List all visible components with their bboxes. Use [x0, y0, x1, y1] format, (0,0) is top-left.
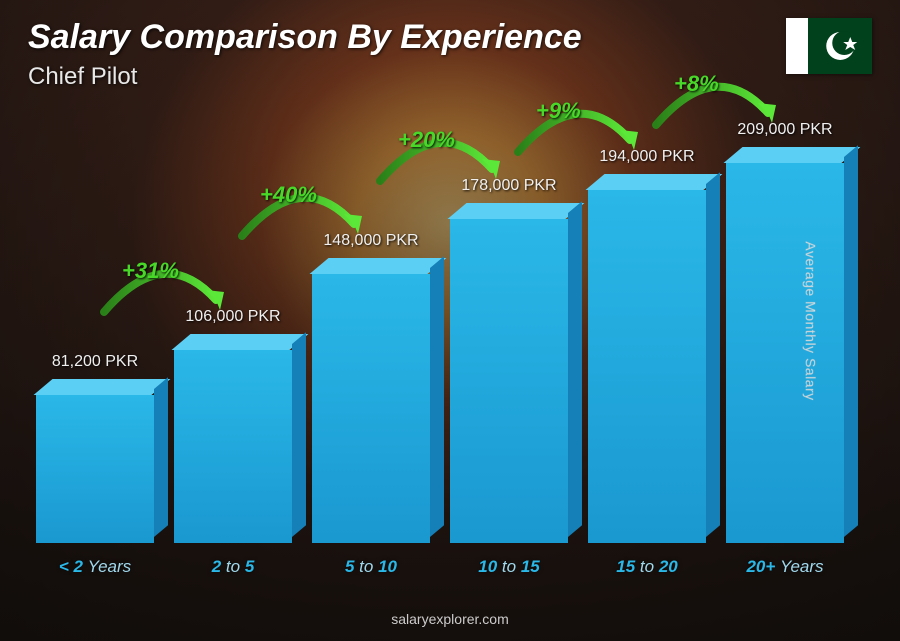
category-label: < 2 Years [59, 557, 131, 577]
bar-top-face [447, 203, 584, 219]
category-label: 5 to 10 [345, 557, 397, 577]
bar-top-face [585, 174, 722, 190]
bar-front-face [36, 395, 154, 543]
bar-top-face [723, 147, 860, 163]
category-label: 10 to 15 [478, 557, 540, 577]
bar-value-label: 106,000 PKR [185, 308, 280, 326]
bar-column: +31%106,000 PKR2 to 5 [174, 308, 292, 577]
footer-attribution: salaryexplorer.com [0, 611, 900, 627]
category-label: 2 to 5 [212, 557, 255, 577]
bar-side-face [154, 377, 168, 537]
flag-white-stripe [786, 18, 808, 74]
bar-column: +8%209,000 PKR20+ Years [726, 121, 844, 577]
bar-column: +20%178,000 PKR10 to 15 [450, 177, 568, 577]
bar-side-face [844, 145, 858, 537]
bar [312, 258, 430, 543]
bar-column: +9%194,000 PKR15 to 20 [588, 148, 706, 577]
bar-chart: 81,200 PKR < 2 Years +31% 106,000 PKR 2 to … [36, 120, 844, 577]
bar-side-face [292, 332, 306, 537]
percent-increase-label: +31% [122, 258, 179, 284]
chart-subtitle: Chief Pilot [28, 63, 872, 91]
bar-front-face [312, 274, 430, 543]
chart-title: Salary Comparison By Experience [28, 18, 872, 57]
bar-side-face [568, 201, 582, 537]
bar-value-label: 209,000 PKR [737, 121, 832, 139]
bar-side-face [706, 172, 720, 537]
bar-column: 81,200 PKR < 2 Years [36, 353, 154, 577]
bar-top-face [171, 334, 308, 350]
category-label: 20+ Years [746, 557, 823, 577]
bar [726, 147, 844, 543]
bar [450, 203, 568, 543]
bar-front-face [726, 163, 844, 543]
bar-value-label: 178,000 PKR [461, 177, 556, 195]
bar-value-label: 148,000 PKR [323, 232, 418, 250]
bar-front-face [588, 190, 706, 543]
category-label: 15 to 20 [616, 557, 678, 577]
bar-value-label: 81,200 PKR [52, 353, 138, 371]
bar-top-face [309, 258, 446, 274]
flag-pakistan [786, 18, 872, 74]
flag-crescent-star-icon [808, 18, 873, 74]
bar-top-face [33, 379, 170, 395]
bar-front-face [174, 350, 292, 543]
bar [174, 334, 292, 543]
percent-increase-label: +40% [260, 182, 317, 208]
bar-side-face [430, 256, 444, 537]
bar [588, 174, 706, 543]
bar-column: +40%148,000 PKR5 to 10 [312, 232, 430, 577]
percent-increase-label: +9% [536, 98, 581, 124]
bar-front-face [450, 219, 568, 543]
flag-green-field [808, 18, 873, 74]
percent-increase-label: +20% [398, 127, 455, 153]
bar-value-label: 194,000 PKR [599, 148, 694, 166]
header: Salary Comparison By Experience Chief Pi… [28, 18, 872, 91]
bar [36, 379, 154, 543]
y-axis-label: Average Monthly Salary [802, 241, 818, 400]
